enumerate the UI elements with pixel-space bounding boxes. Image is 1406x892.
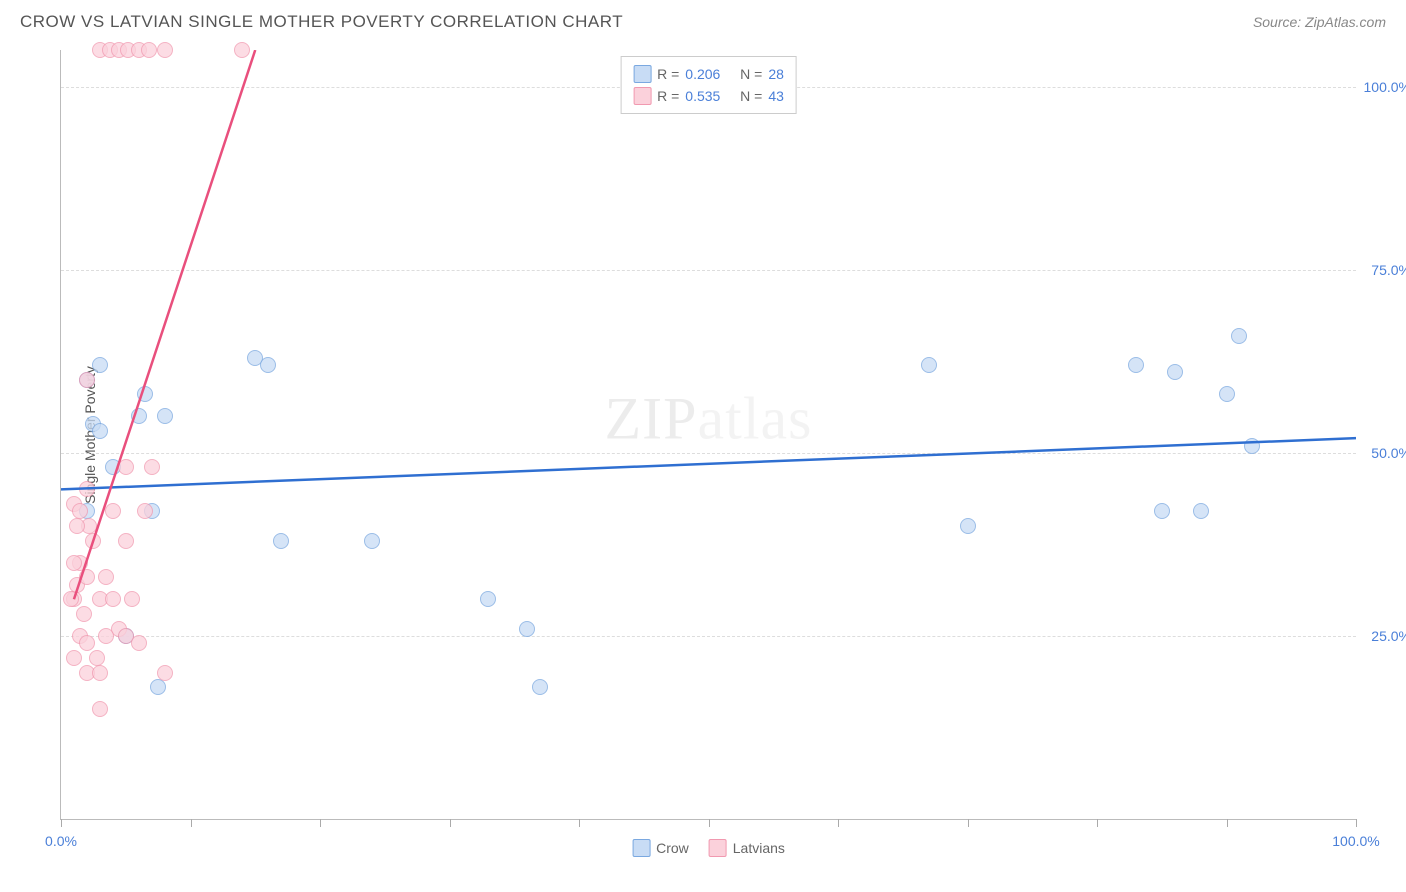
n-value-crow: 28 <box>768 66 784 82</box>
watermark-zip: ZIP <box>605 386 698 452</box>
data-point <box>98 628 114 644</box>
chart-title: CROW VS LATVIAN SINGLE MOTHER POVERTY CO… <box>20 12 623 32</box>
data-point <box>960 518 976 534</box>
legend-label-crow: Crow <box>656 840 689 856</box>
data-point <box>92 423 108 439</box>
data-point <box>273 533 289 549</box>
data-point <box>144 459 160 475</box>
data-point <box>137 386 153 402</box>
x-tick <box>191 819 192 827</box>
legend-label-latvians: Latvians <box>733 840 785 856</box>
source-attribution: Source: ZipAtlas.com <box>1253 14 1386 30</box>
swatch-latvians <box>709 839 727 857</box>
data-point <box>124 591 140 607</box>
trend-lines <box>61 50 1356 819</box>
gridline <box>61 453 1356 454</box>
legend-item-latvians: Latvians <box>709 839 785 857</box>
data-point <box>66 650 82 666</box>
data-point <box>1231 328 1247 344</box>
swatch-latvians <box>633 87 651 105</box>
data-point <box>76 606 92 622</box>
x-tick <box>450 819 451 827</box>
data-point <box>141 42 157 58</box>
data-point <box>118 533 134 549</box>
data-point <box>79 372 95 388</box>
y-tick-label: 25.0% <box>1371 628 1406 644</box>
legend-item-crow: Crow <box>632 839 689 857</box>
data-point <box>480 591 496 607</box>
data-point <box>66 555 82 571</box>
data-point <box>519 621 535 637</box>
data-point <box>131 408 147 424</box>
data-point <box>69 518 85 534</box>
series-legend: Crow Latvians <box>632 839 785 857</box>
data-point <box>105 503 121 519</box>
swatch-crow <box>633 65 651 83</box>
scatter-chart: Single Mother Poverty ZIPatlas R = 0.206… <box>60 50 1356 820</box>
data-point <box>150 679 166 695</box>
data-point <box>1154 503 1170 519</box>
data-point <box>137 503 153 519</box>
data-point <box>157 665 173 681</box>
legend-row-latvians: R = 0.535 N = 43 <box>633 85 784 107</box>
y-tick-label: 100.0% <box>1364 79 1406 95</box>
watermark: ZIPatlas <box>605 385 813 454</box>
data-point <box>92 701 108 717</box>
x-tick <box>709 819 710 827</box>
x-tick <box>1097 819 1098 827</box>
x-tick-label: 100.0% <box>1332 833 1379 849</box>
trend-line <box>74 50 255 599</box>
data-point <box>1193 503 1209 519</box>
data-point <box>1167 364 1183 380</box>
data-point <box>79 569 95 585</box>
x-tick <box>61 819 62 827</box>
data-point <box>92 665 108 681</box>
data-point <box>79 481 95 497</box>
data-point <box>157 42 173 58</box>
legend-row-crow: R = 0.206 N = 28 <box>633 63 784 85</box>
correlation-legend: R = 0.206 N = 28 R = 0.535 N = 43 <box>620 56 797 114</box>
x-tick <box>968 819 969 827</box>
data-point <box>532 679 548 695</box>
header: CROW VS LATVIAN SINGLE MOTHER POVERTY CO… <box>0 0 1406 40</box>
swatch-crow <box>632 839 650 857</box>
data-point <box>260 357 276 373</box>
n-value-latvians: 43 <box>768 88 784 104</box>
x-tick-label: 0.0% <box>45 833 77 849</box>
data-point <box>105 591 121 607</box>
x-tick <box>1356 819 1357 827</box>
n-label: N = <box>740 66 762 82</box>
r-label: R = <box>657 88 679 104</box>
data-point <box>98 569 114 585</box>
data-point <box>234 42 250 58</box>
x-tick <box>838 819 839 827</box>
r-value-latvians: 0.535 <box>685 88 720 104</box>
n-label: N = <box>740 88 762 104</box>
trend-line <box>61 438 1356 489</box>
y-tick-label: 50.0% <box>1371 445 1406 461</box>
y-tick-label: 75.0% <box>1371 262 1406 278</box>
data-point <box>79 635 95 651</box>
watermark-atlas: atlas <box>698 386 813 452</box>
data-point <box>1219 386 1235 402</box>
data-point <box>921 357 937 373</box>
gridline <box>61 636 1356 637</box>
data-point <box>89 650 105 666</box>
data-point <box>63 591 79 607</box>
r-value-crow: 0.206 <box>685 66 720 82</box>
data-point <box>157 408 173 424</box>
data-point <box>131 635 147 651</box>
data-point <box>92 357 108 373</box>
data-point <box>118 459 134 475</box>
data-point <box>364 533 380 549</box>
data-point <box>1244 438 1260 454</box>
data-point <box>85 533 101 549</box>
x-tick <box>1227 819 1228 827</box>
r-label: R = <box>657 66 679 82</box>
gridline <box>61 270 1356 271</box>
x-tick <box>320 819 321 827</box>
data-point <box>1128 357 1144 373</box>
data-point <box>72 503 88 519</box>
x-tick <box>579 819 580 827</box>
